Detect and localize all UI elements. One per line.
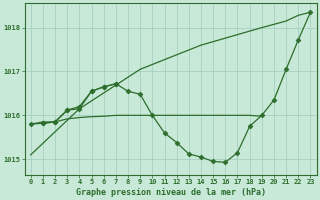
- X-axis label: Graphe pression niveau de la mer (hPa): Graphe pression niveau de la mer (hPa): [76, 188, 266, 197]
